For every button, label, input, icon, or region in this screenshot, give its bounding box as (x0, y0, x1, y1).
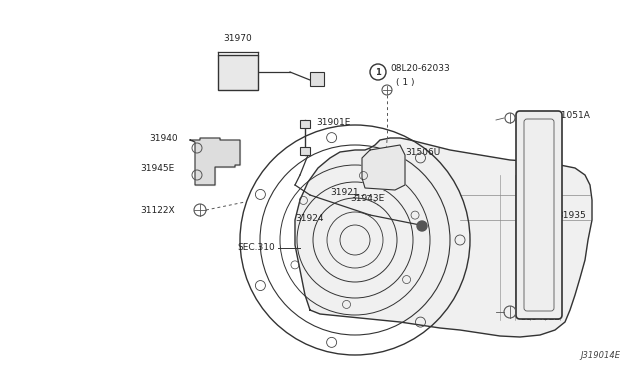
Circle shape (417, 221, 427, 231)
Text: ( 1 ): ( 1 ) (396, 77, 415, 87)
Text: 31051A: 31051A (555, 110, 590, 119)
Polygon shape (295, 138, 592, 337)
Text: 31945E: 31945E (141, 164, 175, 173)
FancyBboxPatch shape (516, 111, 562, 319)
Text: 31901E: 31901E (316, 118, 350, 126)
Polygon shape (190, 138, 240, 185)
FancyBboxPatch shape (300, 120, 310, 128)
Text: SEC.310: SEC.310 (237, 244, 275, 253)
FancyBboxPatch shape (310, 72, 324, 86)
Text: J319014E: J319014E (580, 351, 620, 360)
Text: 31921: 31921 (330, 187, 358, 196)
FancyBboxPatch shape (300, 147, 310, 155)
Text: 31924: 31924 (295, 214, 323, 222)
Text: 31506U: 31506U (405, 148, 440, 157)
Text: 1: 1 (375, 67, 381, 77)
Text: 31935: 31935 (557, 211, 586, 219)
Text: 08L20-62033: 08L20-62033 (390, 64, 450, 73)
Text: 31940: 31940 (149, 134, 178, 142)
Text: 31943EB: 31943EB (520, 314, 561, 323)
Text: 31122X: 31122X (140, 205, 175, 215)
FancyBboxPatch shape (218, 55, 258, 90)
Polygon shape (362, 145, 405, 190)
Text: 31970: 31970 (223, 33, 252, 42)
Text: 31943E: 31943E (350, 193, 384, 202)
